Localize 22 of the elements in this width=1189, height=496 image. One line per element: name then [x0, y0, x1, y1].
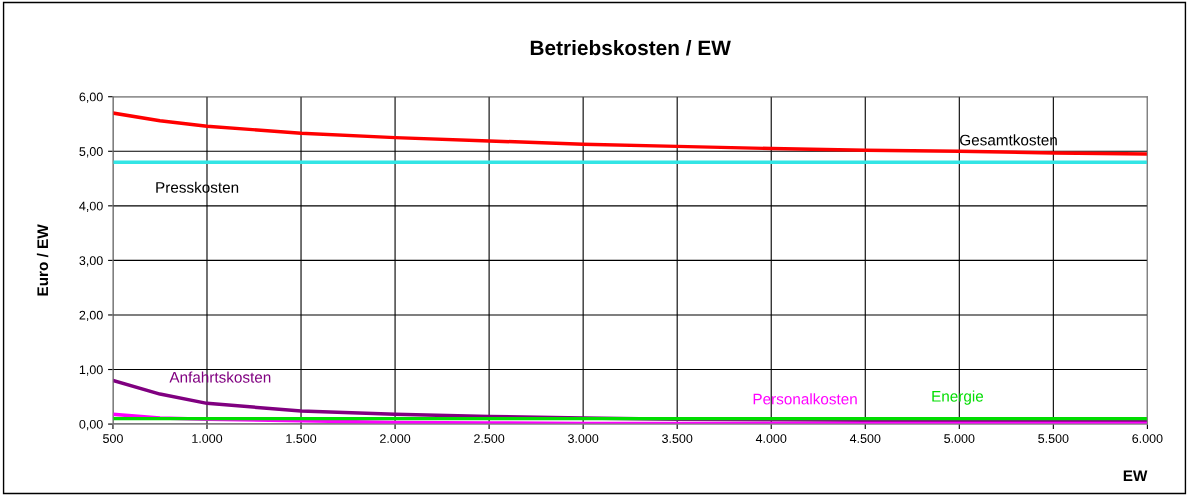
x-tick-label: 1.500 [286, 434, 317, 443]
y-tick-label: 5,00 [79, 147, 103, 158]
x-tick-label: 6.000 [1132, 434, 1163, 443]
y-tick-label: 6,00 [79, 92, 103, 103]
x-tick-label: 2.500 [474, 434, 505, 443]
x-tick-label: 5.000 [944, 434, 975, 443]
x-tick-label: 5.500 [1038, 434, 1069, 443]
y-tick-label: 4,00 [79, 201, 103, 212]
x-tick-label: 4.500 [849, 434, 881, 443]
x-tick-label: 1.000 [192, 434, 223, 443]
x-tick-label: 2.000 [380, 434, 411, 443]
y-tick-label: 3,00 [79, 256, 103, 267]
x-tick-label: 3.500 [662, 434, 693, 443]
x-axis-title: EW [1123, 470, 1148, 481]
y-tick-label: 2,00 [79, 310, 103, 322]
y-tick-label: 1,00 [79, 365, 103, 376]
x-tick-label: 500 [103, 434, 123, 443]
y-axis-title: Euro / EW [36, 224, 49, 296]
x-tick-label: 4.000 [755, 434, 787, 443]
x-tick-label: 3.000 [567, 434, 599, 443]
y-tick-label: 0,00 [79, 419, 103, 431]
chart-title: Betriebskosten / EW [530, 39, 731, 56]
